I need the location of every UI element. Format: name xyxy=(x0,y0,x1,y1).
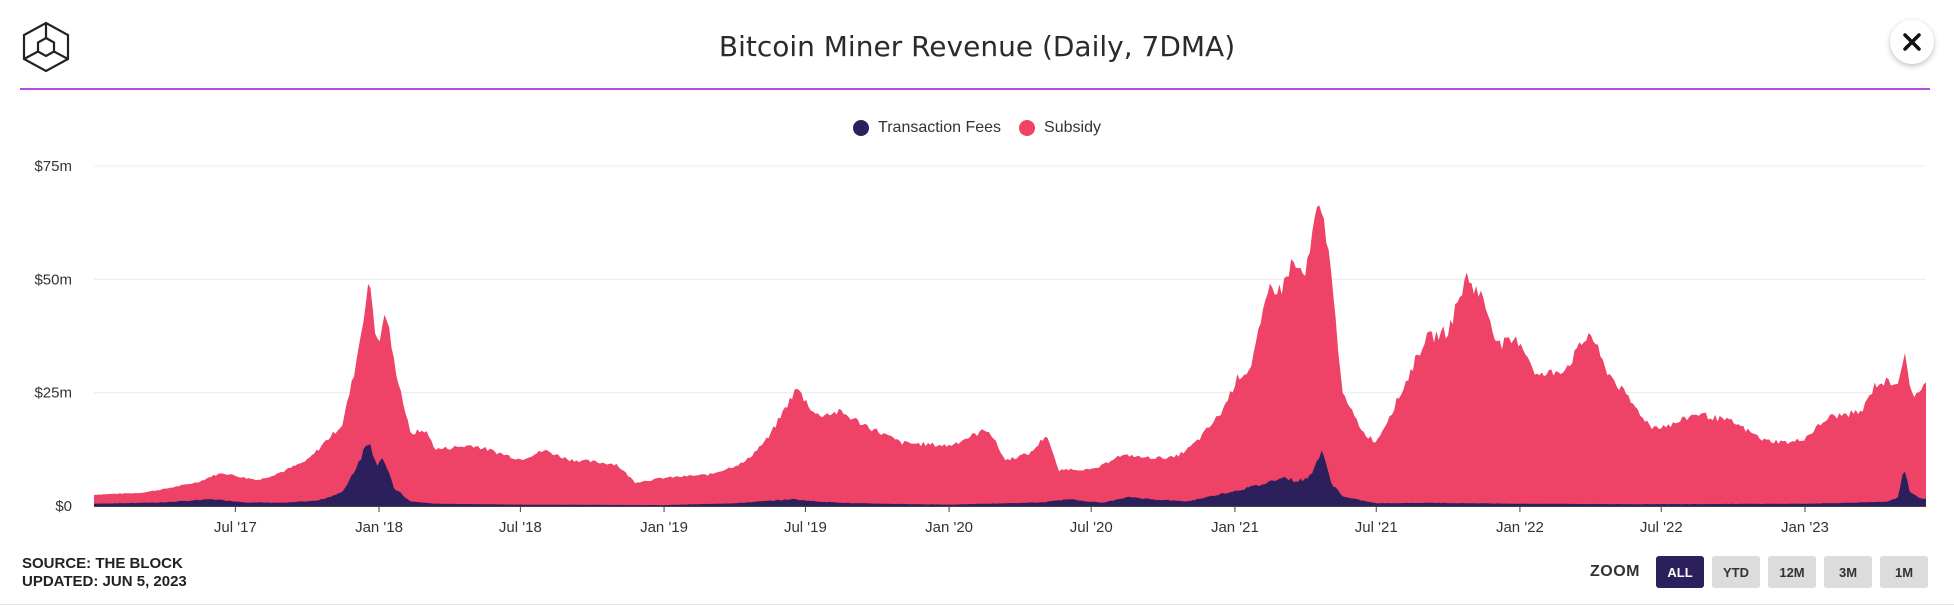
chart-title: Bitcoin Miner Revenue (Daily, 7DMA) xyxy=(718,30,1236,63)
x-tick-label: Jan '22 xyxy=(1496,519,1544,536)
x-tick-label: Jul '20 xyxy=(1070,519,1113,536)
x-tick-label: Jan '18 xyxy=(355,519,403,536)
y-tick-label: $75m xyxy=(34,158,72,175)
x-tick-label: Jan '20 xyxy=(925,519,973,536)
header-divider xyxy=(20,88,1930,90)
zoom-all-button[interactable]: ALL xyxy=(1656,556,1704,588)
x-tick-label: Jul '18 xyxy=(499,519,542,536)
zoom-label: ZOOM xyxy=(1590,563,1640,580)
zoom-ytd-button[interactable]: YTD xyxy=(1712,556,1760,588)
x-tick-label: Jul '19 xyxy=(784,519,827,536)
x-tick-label: Jan '21 xyxy=(1211,519,1259,536)
legend-marker-subsidy xyxy=(1019,120,1036,136)
close-button[interactable] xyxy=(1890,20,1934,64)
y-tick-label: $25m xyxy=(34,385,72,402)
legend-marker-transaction-fees xyxy=(853,120,870,136)
x-tick-label: Jul '22 xyxy=(1640,519,1683,536)
source-footer: SOURCE: THE BLOCK UPDATED: JUN 5, 2023 xyxy=(22,555,187,591)
subsidy-area xyxy=(94,205,1926,506)
zoom-3m-button[interactable]: 3M xyxy=(1824,556,1872,588)
x-tick-label: Jan '23 xyxy=(1781,519,1829,536)
zoom-12m-button[interactable]: 12M xyxy=(1768,556,1816,588)
updated-label: UPDATED: JUN 5, 2023 xyxy=(22,573,187,590)
x-tick-label: Jan '19 xyxy=(640,519,688,536)
y-tick-label: $50m xyxy=(34,271,72,288)
source-label: SOURCE: THE BLOCK xyxy=(22,555,183,572)
legend-label-transaction-fees: Transaction Fees xyxy=(878,119,1002,136)
legend-item-subsidy[interactable]: Subsidy xyxy=(1019,119,1101,137)
close-icon xyxy=(1903,33,1921,51)
chart-legend: Transaction Fees Subsidy xyxy=(0,119,1954,137)
the-block-logo-icon xyxy=(20,20,72,74)
x-tick-label: Jul '21 xyxy=(1355,519,1398,536)
zoom-1m-button[interactable]: 1M xyxy=(1880,556,1928,588)
revenue-area-chart: $0 $25m $50m $75m Jul '17 Jan '18 Jul '18 Jan '… xyxy=(34,158,1926,536)
x-tick-label: Jul '17 xyxy=(214,519,257,536)
legend-label-subsidy: Subsidy xyxy=(1044,119,1101,136)
zoom-controls: ZOOM ALL YTD 12M 3M 1M xyxy=(1590,556,1928,588)
bottom-border xyxy=(0,604,1954,605)
y-tick-label: $0 xyxy=(55,498,72,515)
legend-item-transaction-fees[interactable]: Transaction Fees xyxy=(853,119,1001,137)
